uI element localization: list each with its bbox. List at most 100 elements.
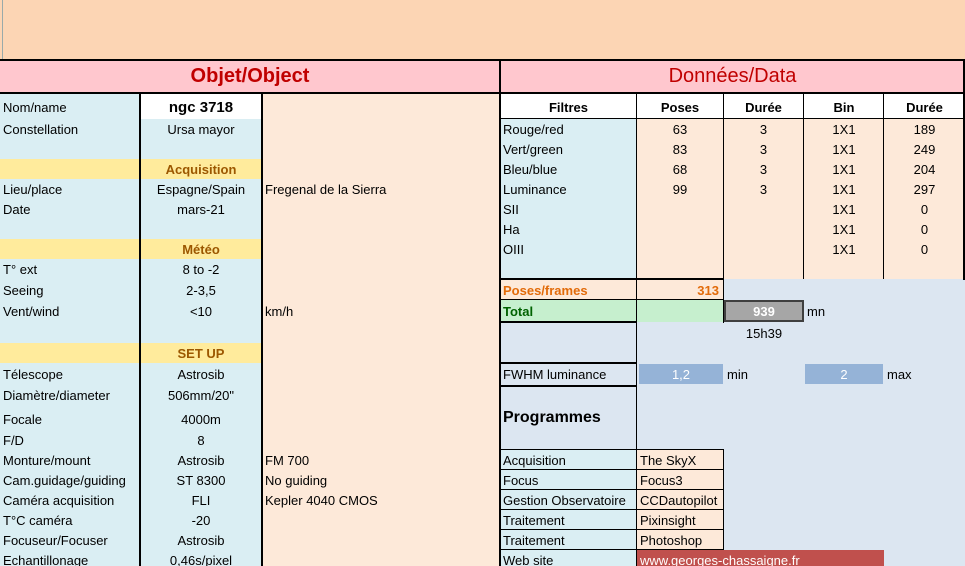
grid-line: [883, 93, 884, 279]
filter-total: 297: [913, 181, 936, 197]
grid-line: [723, 93, 724, 323]
grid-line: [500, 449, 724, 450]
grid-line: [500, 321, 637, 323]
grid-line: [723, 449, 724, 550]
meteo-header: Météo: [182, 241, 220, 257]
program-value: Focus3: [640, 472, 683, 488]
program-value: Pixinsight: [640, 512, 696, 528]
program-value: CCDautopilot: [640, 492, 718, 508]
filter-duration: [723, 219, 804, 239]
fwhm-min-value: 1,2: [671, 366, 691, 382]
setup-label: F/D: [3, 432, 24, 448]
filter-duration: 3: [759, 141, 768, 157]
setup-value: Astrosib: [177, 532, 225, 548]
header-duration: Durée: [745, 99, 782, 115]
grid-line: [803, 93, 804, 279]
grid-line: [500, 362, 637, 364]
grid-line: [500, 385, 637, 387]
grid-line: [261, 93, 263, 566]
grid-line: [0, 59, 965, 61]
total-label: Total: [503, 304, 534, 319]
grid-line: [963, 60, 965, 280]
filter-name: Bleu/blue: [503, 161, 558, 177]
header-total-duration: Durée: [906, 99, 943, 115]
filter-duration: [723, 239, 804, 259]
object-title-bg: [0, 60, 500, 93]
constellation-value: Ursa mayor: [167, 121, 235, 137]
setup-value: 8: [197, 432, 205, 448]
filter-bin: 1X1: [832, 121, 856, 137]
acquisition-header-bg: [140, 159, 262, 179]
place-extra: Fregenal de la Sierra: [265, 181, 387, 197]
setup-label: Télescope: [3, 367, 63, 382]
grid-line: [500, 489, 724, 490]
wind-value: <10: [189, 304, 213, 319]
grid-line: [500, 299, 724, 300]
total-box: [724, 300, 804, 322]
grid-line: [139, 93, 141, 566]
setup-value: 506mm/20": [167, 388, 235, 403]
filter-duration: 3: [759, 181, 768, 197]
filter-bin: 1X1: [832, 241, 856, 257]
program-label: Traitement: [503, 512, 565, 528]
total-value: 939: [753, 303, 775, 319]
filter-total: 249: [913, 141, 936, 157]
programs-values-bg: [637, 450, 723, 550]
setup-label: Focuseur/Focuser: [3, 532, 108, 548]
filter-bin: 1X1: [832, 181, 856, 197]
wind-unit: km/h: [265, 304, 294, 319]
poses-value: 313: [697, 282, 719, 298]
temp-label: T° ext: [3, 262, 38, 277]
place-value: Espagne/Spain: [156, 181, 246, 197]
filter-bin: 1X1: [832, 161, 856, 177]
left-edge-line: [2, 0, 3, 60]
setup-label: Monture/mount: [3, 452, 91, 468]
filter-poses: 99: [672, 181, 688, 197]
filter-total: 0: [920, 201, 929, 217]
date-value: mars-21: [177, 201, 225, 217]
filter-poses: [637, 199, 723, 219]
seeing-value: 2-3,5: [186, 283, 216, 298]
filter-name: Luminance: [503, 181, 567, 197]
filter-poses: [637, 219, 723, 239]
website-link[interactable]: www.georges-chassaigne.fr: [640, 552, 800, 566]
seeing-label: Seeing: [3, 283, 44, 298]
grid-line: [500, 469, 724, 470]
wind-label: Vent/wind: [3, 304, 60, 319]
filter-total: 0: [920, 241, 929, 257]
filters-data-bg: [637, 119, 965, 279]
filter-total: 189: [913, 121, 936, 137]
filter-bin: 1X1: [832, 141, 856, 157]
data-title: Données/Data: [668, 65, 797, 87]
programs-title: Programmes: [503, 409, 601, 426]
website-bg[interactable]: [637, 550, 884, 566]
website-label: Web site: [503, 552, 554, 566]
setup-extra: FM 700: [265, 452, 310, 468]
constellation-label: Constellation: [3, 121, 79, 137]
setup-label: Cam.guidage/guiding: [3, 472, 126, 488]
filter-duration: 3: [759, 121, 768, 137]
header-filters: Filtres: [548, 99, 588, 115]
setup-value: 0,46s/pixel: [169, 552, 233, 566]
fwhm-max-value: 2: [840, 366, 848, 382]
setup-value: FLI: [191, 492, 211, 508]
grid-line: [499, 60, 501, 566]
fwhm-min-label: min: [727, 366, 748, 382]
program-label: Gestion Observatoire: [503, 492, 626, 508]
setup-label: Caméra acquisition: [3, 492, 115, 508]
setup-header-bg-left: [0, 343, 140, 363]
total-unit: mn: [807, 304, 826, 319]
grid-line: [500, 529, 724, 530]
grid-line: [500, 549, 724, 550]
filter-name: Ha: [503, 221, 520, 237]
filter-name: SII: [503, 201, 519, 217]
setup-header: SET UP: [177, 345, 225, 361]
grid-line: [500, 509, 724, 510]
total-hours: 15h39: [745, 325, 783, 341]
left-extra-column-bg: [262, 93, 500, 566]
filter-name: Rouge/red: [503, 121, 564, 137]
grid-line: [636, 93, 637, 566]
filter-name: Vert/green: [503, 141, 563, 157]
setup-header-bg: [140, 343, 262, 363]
filters-column-bg: [500, 119, 637, 279]
